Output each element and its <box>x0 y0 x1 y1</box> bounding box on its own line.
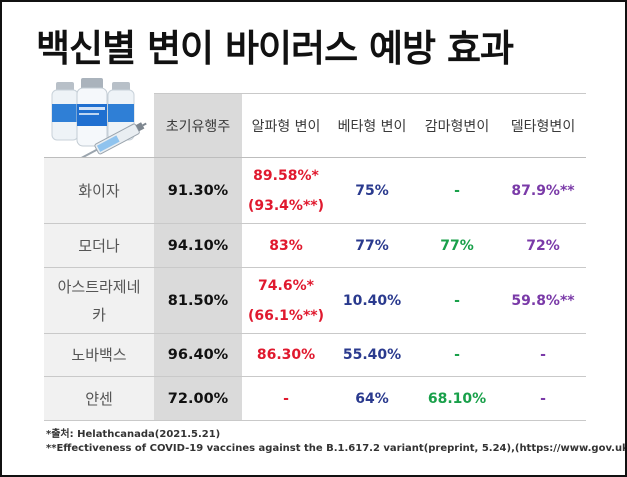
beta-efficacy: 75% <box>330 157 414 224</box>
header-row: 초기유행주 알파형 변이 베타형 변이 감마형변이 델타형변이 <box>44 93 586 158</box>
gamma-efficacy: 68.10% <box>414 376 500 421</box>
gamma-efficacy: - <box>414 157 500 224</box>
row-header-moderna: 모더나 <box>44 223 154 268</box>
alpha-efficacy: 86.30% <box>242 333 330 377</box>
beta-efficacy: 64% <box>330 376 414 421</box>
alpha-value-alt: (93.4%**) <box>247 197 324 214</box>
alpha-efficacy: - <box>242 376 330 421</box>
base-efficacy: 91.30% <box>154 157 242 224</box>
delta-efficacy: 72% <box>500 223 586 268</box>
col-header-beta: 베타형 변이 <box>330 93 414 158</box>
corner-cell <box>44 93 154 158</box>
row-header-janssen: 얀센 <box>44 376 154 421</box>
col-header-gamma: 감마형변이 <box>414 93 500 158</box>
row-header-line: 아스트라제네 <box>57 277 141 296</box>
col-header-delta: 델타형변이 <box>500 93 586 158</box>
alpha-value: 89.58%* <box>253 167 319 184</box>
table-row: 얀센 72.00% - 64% 68.10% - <box>44 376 586 421</box>
delta-efficacy: 87.9%** <box>500 157 586 224</box>
alpha-efficacy: 83% <box>242 223 330 268</box>
vaccine-efficacy-table: 초기유행주 알파형 변이 베타형 변이 감마형변이 델타형변이 화이자 91.3… <box>44 93 586 421</box>
table-row: 모더나 94.10% 83% 77% 77% 72% <box>44 223 586 268</box>
base-efficacy: 96.40% <box>154 333 242 377</box>
page-title: 백신별 변이 바이러스 예방 효과 <box>36 27 514 70</box>
gamma-efficacy: 77% <box>414 223 500 268</box>
row-header-novavax: 노바백스 <box>44 333 154 377</box>
alpha-value-alt: (66.1%**) <box>247 307 324 324</box>
table-row: 노바백스 96.40% 86.30% 55.40% - - <box>44 333 586 377</box>
col-header-alpha: 알파형 변이 <box>242 93 330 158</box>
delta-efficacy: 59.8%** <box>500 267 586 334</box>
beta-efficacy: 55.40% <box>330 333 414 377</box>
base-efficacy: 81.50% <box>154 267 242 334</box>
row-header-pfizer: 화이자 <box>44 157 154 224</box>
gamma-efficacy: - <box>414 267 500 334</box>
alpha-efficacy: 74.6%* (66.1%**) <box>242 267 330 334</box>
beta-efficacy: 10.40% <box>330 267 414 334</box>
footnote-reference: **Effectiveness of COVID-19 vaccines aga… <box>46 443 627 454</box>
footnotes: *출처: Helathcanada(2021.5.21) **Effective… <box>46 428 627 456</box>
row-header-line: 카 <box>92 305 106 324</box>
delta-efficacy: - <box>500 376 586 421</box>
row-header-astrazeneca: 아스트라제네 카 <box>44 267 154 334</box>
gamma-efficacy: - <box>414 333 500 377</box>
col-header-original: 초기유행주 <box>154 93 242 158</box>
alpha-value: 74.6%* <box>258 277 314 294</box>
table-row: 화이자 91.30% 89.58%* (93.4%**) 75% - 87.9%… <box>44 157 586 224</box>
base-efficacy: 94.10% <box>154 223 242 268</box>
table-row: 아스트라제네 카 81.50% 74.6%* (66.1%**) 10.40% … <box>44 267 586 334</box>
base-efficacy: 72.00% <box>154 376 242 421</box>
alpha-efficacy: 89.58%* (93.4%**) <box>242 157 330 224</box>
delta-efficacy: - <box>500 333 586 377</box>
footnote-source: *출처: Helathcanada(2021.5.21) <box>46 429 221 440</box>
beta-efficacy: 77% <box>330 223 414 268</box>
